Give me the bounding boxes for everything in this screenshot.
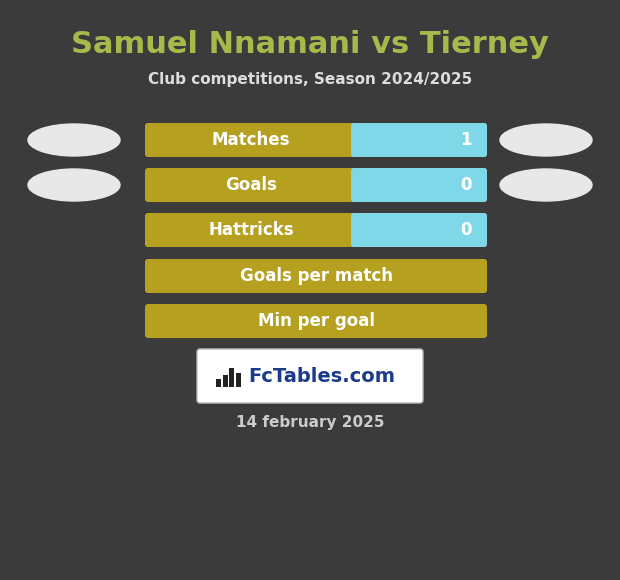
- Text: FcTables.com: FcTables.com: [249, 367, 396, 386]
- Text: Matches: Matches: [212, 131, 290, 149]
- FancyBboxPatch shape: [197, 349, 423, 403]
- Text: Min per goal: Min per goal: [257, 312, 374, 330]
- FancyBboxPatch shape: [351, 168, 487, 202]
- Text: 0: 0: [461, 176, 472, 194]
- FancyBboxPatch shape: [145, 304, 487, 338]
- Ellipse shape: [500, 169, 592, 201]
- Bar: [229, 368, 234, 387]
- FancyBboxPatch shape: [145, 123, 487, 157]
- FancyBboxPatch shape: [145, 259, 487, 293]
- Text: Goals: Goals: [225, 176, 277, 194]
- FancyBboxPatch shape: [351, 123, 487, 157]
- Ellipse shape: [500, 124, 592, 156]
- FancyBboxPatch shape: [145, 168, 487, 202]
- Text: 1: 1: [461, 131, 472, 149]
- Text: Goals per match: Goals per match: [239, 267, 392, 285]
- FancyBboxPatch shape: [351, 213, 487, 247]
- Text: 0: 0: [461, 221, 472, 239]
- Text: Club competitions, Season 2024/2025: Club competitions, Season 2024/2025: [148, 72, 472, 87]
- Text: Samuel Nnamani vs Tierney: Samuel Nnamani vs Tierney: [71, 30, 549, 59]
- Bar: [223, 375, 228, 387]
- Ellipse shape: [28, 169, 120, 201]
- Bar: [216, 379, 221, 387]
- Bar: [236, 373, 241, 387]
- Ellipse shape: [28, 124, 120, 156]
- Text: 14 february 2025: 14 february 2025: [236, 415, 384, 430]
- FancyBboxPatch shape: [145, 213, 487, 247]
- Text: Hattricks: Hattricks: [208, 221, 294, 239]
